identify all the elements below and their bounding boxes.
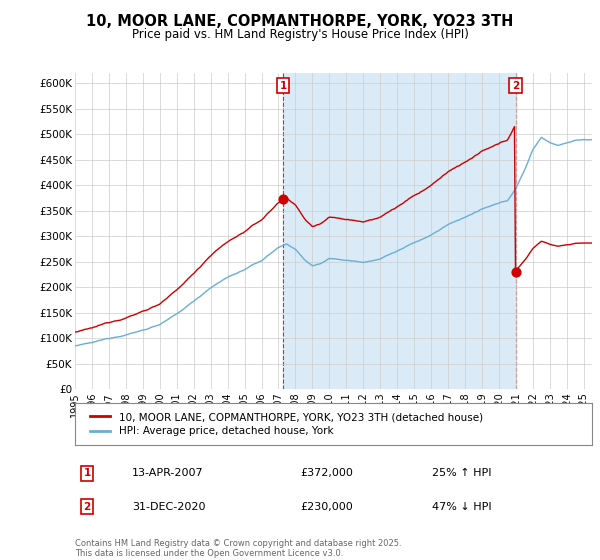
Text: Contains HM Land Registry data © Crown copyright and database right 2025.
This d: Contains HM Land Registry data © Crown c…	[75, 539, 401, 558]
Text: 13-APR-2007: 13-APR-2007	[132, 468, 203, 478]
Bar	[283, 73, 516, 389]
Text: 25% ↑ HPI: 25% ↑ HPI	[432, 468, 491, 478]
Point	[511, 267, 521, 276]
Point	[278, 195, 288, 204]
Text: 10, MOOR LANE, COPMANTHORPE, YORK, YO23 3TH: 10, MOOR LANE, COPMANTHORPE, YORK, YO23 …	[86, 14, 514, 29]
Text: 47% ↓ HPI: 47% ↓ HPI	[432, 502, 491, 512]
Text: £230,000: £230,000	[300, 502, 353, 512]
Text: £372,000: £372,000	[300, 468, 353, 478]
Text: 2: 2	[512, 81, 520, 91]
Text: 31-DEC-2020: 31-DEC-2020	[132, 502, 205, 512]
Text: 2: 2	[83, 502, 91, 512]
Text: 1: 1	[280, 81, 287, 91]
Text: 1: 1	[83, 468, 91, 478]
Text: Price paid vs. HM Land Registry's House Price Index (HPI): Price paid vs. HM Land Registry's House …	[131, 28, 469, 41]
Legend: 10, MOOR LANE, COPMANTHORPE, YORK, YO23 3TH (detached house), HPI: Average price: 10, MOOR LANE, COPMANTHORPE, YORK, YO23 …	[85, 408, 487, 441]
